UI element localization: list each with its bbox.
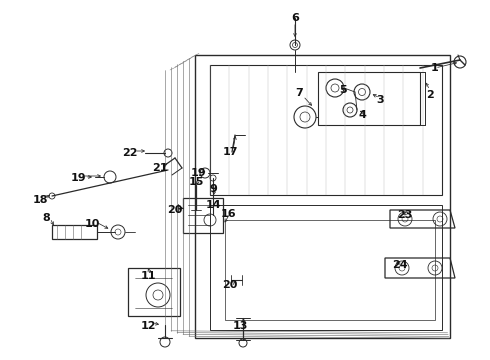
Text: 13: 13 xyxy=(232,321,247,331)
Text: 8: 8 xyxy=(42,213,50,223)
Text: 9: 9 xyxy=(209,184,217,194)
Text: 7: 7 xyxy=(295,88,303,98)
Text: 22: 22 xyxy=(122,148,138,158)
Text: 1: 1 xyxy=(431,63,439,73)
Bar xyxy=(52,225,97,239)
Text: 17: 17 xyxy=(222,147,238,157)
Text: 16: 16 xyxy=(220,209,236,219)
Text: 3: 3 xyxy=(376,95,384,105)
Text: 11: 11 xyxy=(140,271,156,281)
Text: 20: 20 xyxy=(167,205,183,215)
Text: 19: 19 xyxy=(190,168,206,178)
Text: 4: 4 xyxy=(358,110,366,120)
Text: 21: 21 xyxy=(152,163,168,173)
Text: 19: 19 xyxy=(70,173,86,183)
Text: 10: 10 xyxy=(84,219,99,229)
Text: 18: 18 xyxy=(32,195,48,205)
Text: 24: 24 xyxy=(392,260,408,270)
Text: 14: 14 xyxy=(205,200,221,210)
Bar xyxy=(128,268,180,316)
Text: 5: 5 xyxy=(339,85,347,95)
Text: 15: 15 xyxy=(188,177,204,187)
Text: 20: 20 xyxy=(222,280,238,290)
Text: 12: 12 xyxy=(140,321,156,331)
Text: 2: 2 xyxy=(426,90,434,100)
Bar xyxy=(183,198,223,233)
Text: 6: 6 xyxy=(291,13,299,23)
Text: 23: 23 xyxy=(397,210,413,220)
